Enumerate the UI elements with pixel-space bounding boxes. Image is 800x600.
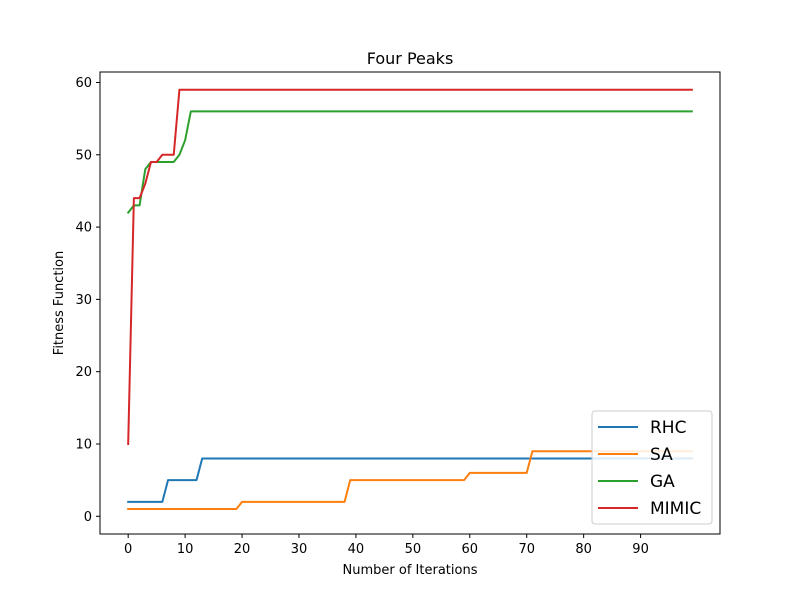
- y-tick-label: 10: [75, 437, 92, 452]
- y-tick-label: 0: [84, 510, 92, 525]
- legend-label-sa: SA: [650, 445, 673, 465]
- y-axis-label: Fitness Function: [52, 251, 67, 355]
- legend: RHC SA GA MIMIC: [591, 410, 713, 525]
- x-axis-label: Number of Iterations: [343, 563, 478, 578]
- series-line-sa: [127, 450, 693, 511]
- y-tick-label: 50: [75, 148, 92, 163]
- legend-entries: RHC SA GA MIMIC: [598, 418, 701, 519]
- x-tick-label: 0: [124, 542, 132, 557]
- legend-box: [591, 410, 713, 525]
- x-tick-label: 60: [462, 542, 479, 557]
- x-tick-label: 40: [348, 542, 365, 557]
- x-tick-label: 70: [518, 542, 535, 557]
- x-tick-label: 90: [632, 542, 649, 557]
- series-layer: [126, 88, 693, 511]
- series-line-mimic: [127, 88, 693, 446]
- tick-layer: 0 10 20 30 40 50 60 70 80 90 0 10 20 30 40 50 60: [75, 76, 648, 557]
- legend-label-rhc: RHC: [650, 418, 686, 438]
- x-tick-label: 30: [291, 542, 308, 557]
- series-line-rhc: [127, 457, 693, 503]
- chart-title: Four Peaks: [367, 49, 454, 68]
- x-tick-label: 80: [575, 542, 592, 557]
- series-line-ga: [126, 110, 693, 215]
- legend-label-ga: GA: [650, 472, 675, 492]
- y-tick-label: 30: [75, 293, 92, 308]
- x-tick-label: 20: [234, 542, 251, 557]
- plot-frame: [99, 71, 721, 535]
- legend-label-mimic: MIMIC: [650, 499, 701, 519]
- y-tick-label: 60: [75, 76, 92, 91]
- x-tick-label: 50: [405, 542, 422, 557]
- x-tick-label: 10: [177, 542, 194, 557]
- y-tick-label: 20: [75, 365, 92, 380]
- y-tick-label: 40: [75, 221, 92, 236]
